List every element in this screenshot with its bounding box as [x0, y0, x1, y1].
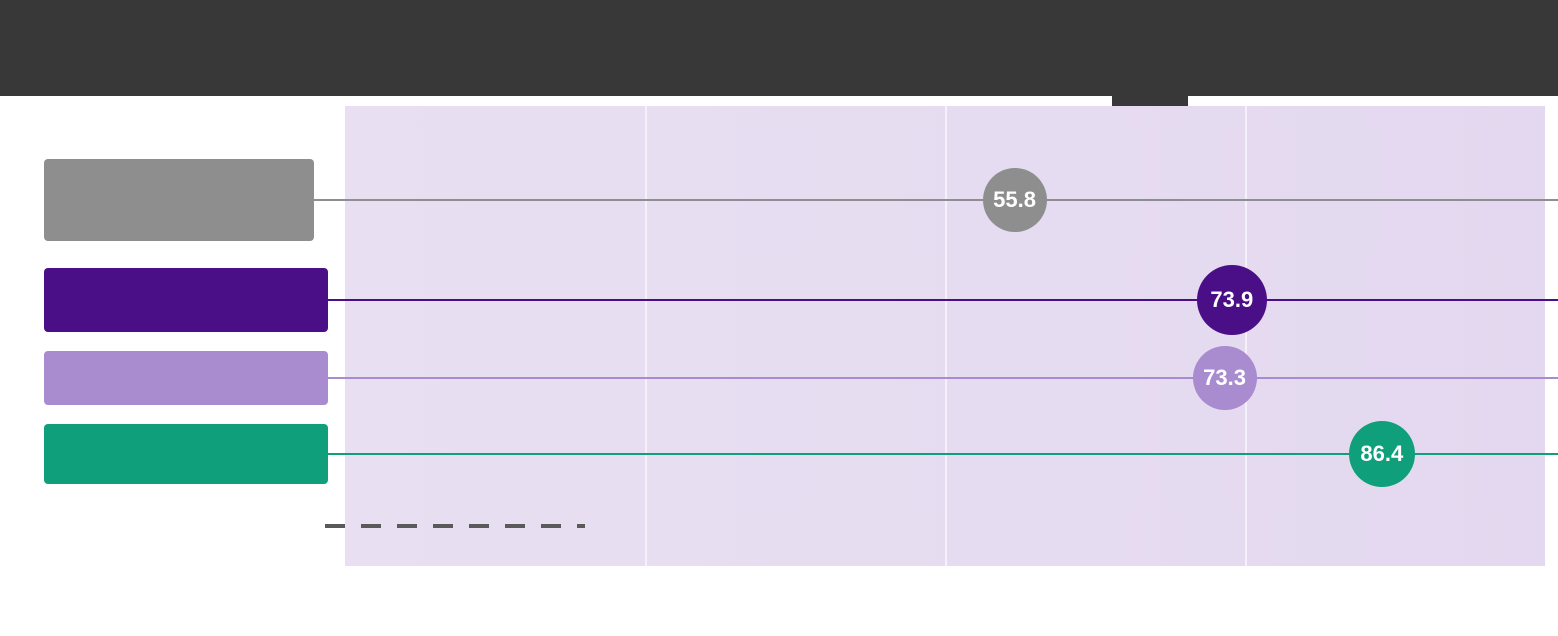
- marker-r4: 86.4: [1349, 421, 1415, 487]
- gridline: [645, 106, 647, 566]
- gridline: [945, 106, 947, 566]
- row-line-r3: [328, 377, 1558, 379]
- row-line-r2: [328, 299, 1558, 301]
- marker-r1: 55.8: [983, 168, 1047, 232]
- marker-r3: 73.3: [1193, 346, 1257, 410]
- header-band: [0, 0, 1558, 96]
- marker-label: 73.9: [1210, 287, 1253, 313]
- marker-label: 55.8: [993, 187, 1036, 213]
- legend-block-r3: [44, 351, 328, 405]
- plot-area: [345, 106, 1545, 566]
- marker-label: 73.3: [1203, 365, 1246, 391]
- gridline: [1245, 106, 1247, 566]
- dashed-separator: [325, 524, 585, 528]
- marker-r2: 73.9: [1197, 265, 1267, 335]
- legend-block-r1: [44, 159, 314, 241]
- legend-block-r2: [44, 268, 328, 332]
- row-line-r1: [314, 199, 1558, 201]
- dot-plot-chart: 55.8 73.9 73.3 86.4: [0, 0, 1558, 636]
- marker-label: 86.4: [1360, 441, 1403, 467]
- legend-block-r4: [44, 424, 328, 484]
- header-tab: [1112, 0, 1188, 110]
